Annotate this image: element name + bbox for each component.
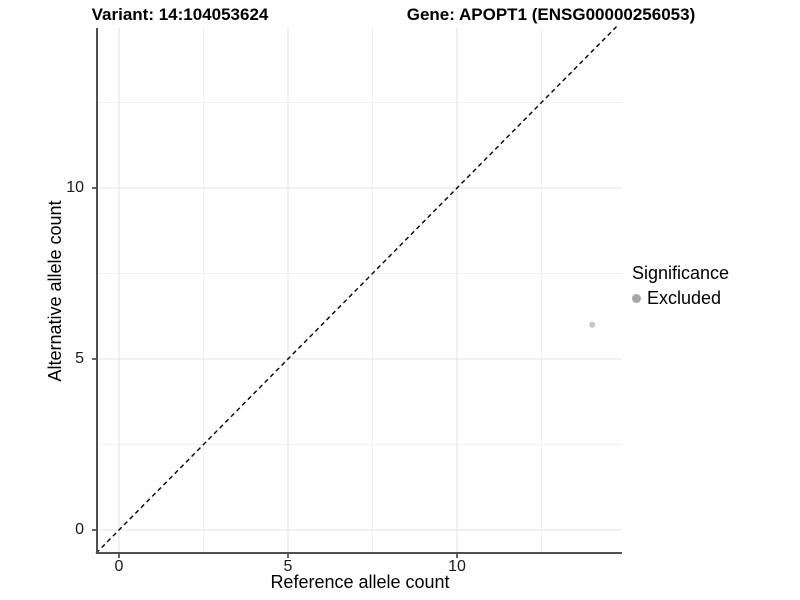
x-axis-title: Reference allele count [270,572,450,592]
y-axis-tick-label: 0 [75,521,84,538]
legend-point-icon [632,294,641,303]
x-axis-tick-label: 10 [448,558,466,575]
legend-entry-excluded: Excluded [632,288,729,309]
y-axis-tick-label: 5 [75,350,84,367]
plot-title-variant: Variant: 14:104053624 [91,5,269,24]
legend: Significance Excluded [632,263,729,309]
x-axis-tick-label: 0 [114,558,124,575]
data-point-excluded [589,321,596,328]
y-axis-tick-label: 10 [66,179,84,196]
identity-dashed-line [95,26,618,554]
plot-title-gene: Gene: APOPT1 (ENSG00000256053) [406,5,696,24]
legend-title: Significance [632,263,730,283]
legend-entry-label: Excluded [647,288,722,308]
y-axis-title: Alternative allele count [45,200,65,382]
x-axis-tick-label: 5 [283,558,293,575]
